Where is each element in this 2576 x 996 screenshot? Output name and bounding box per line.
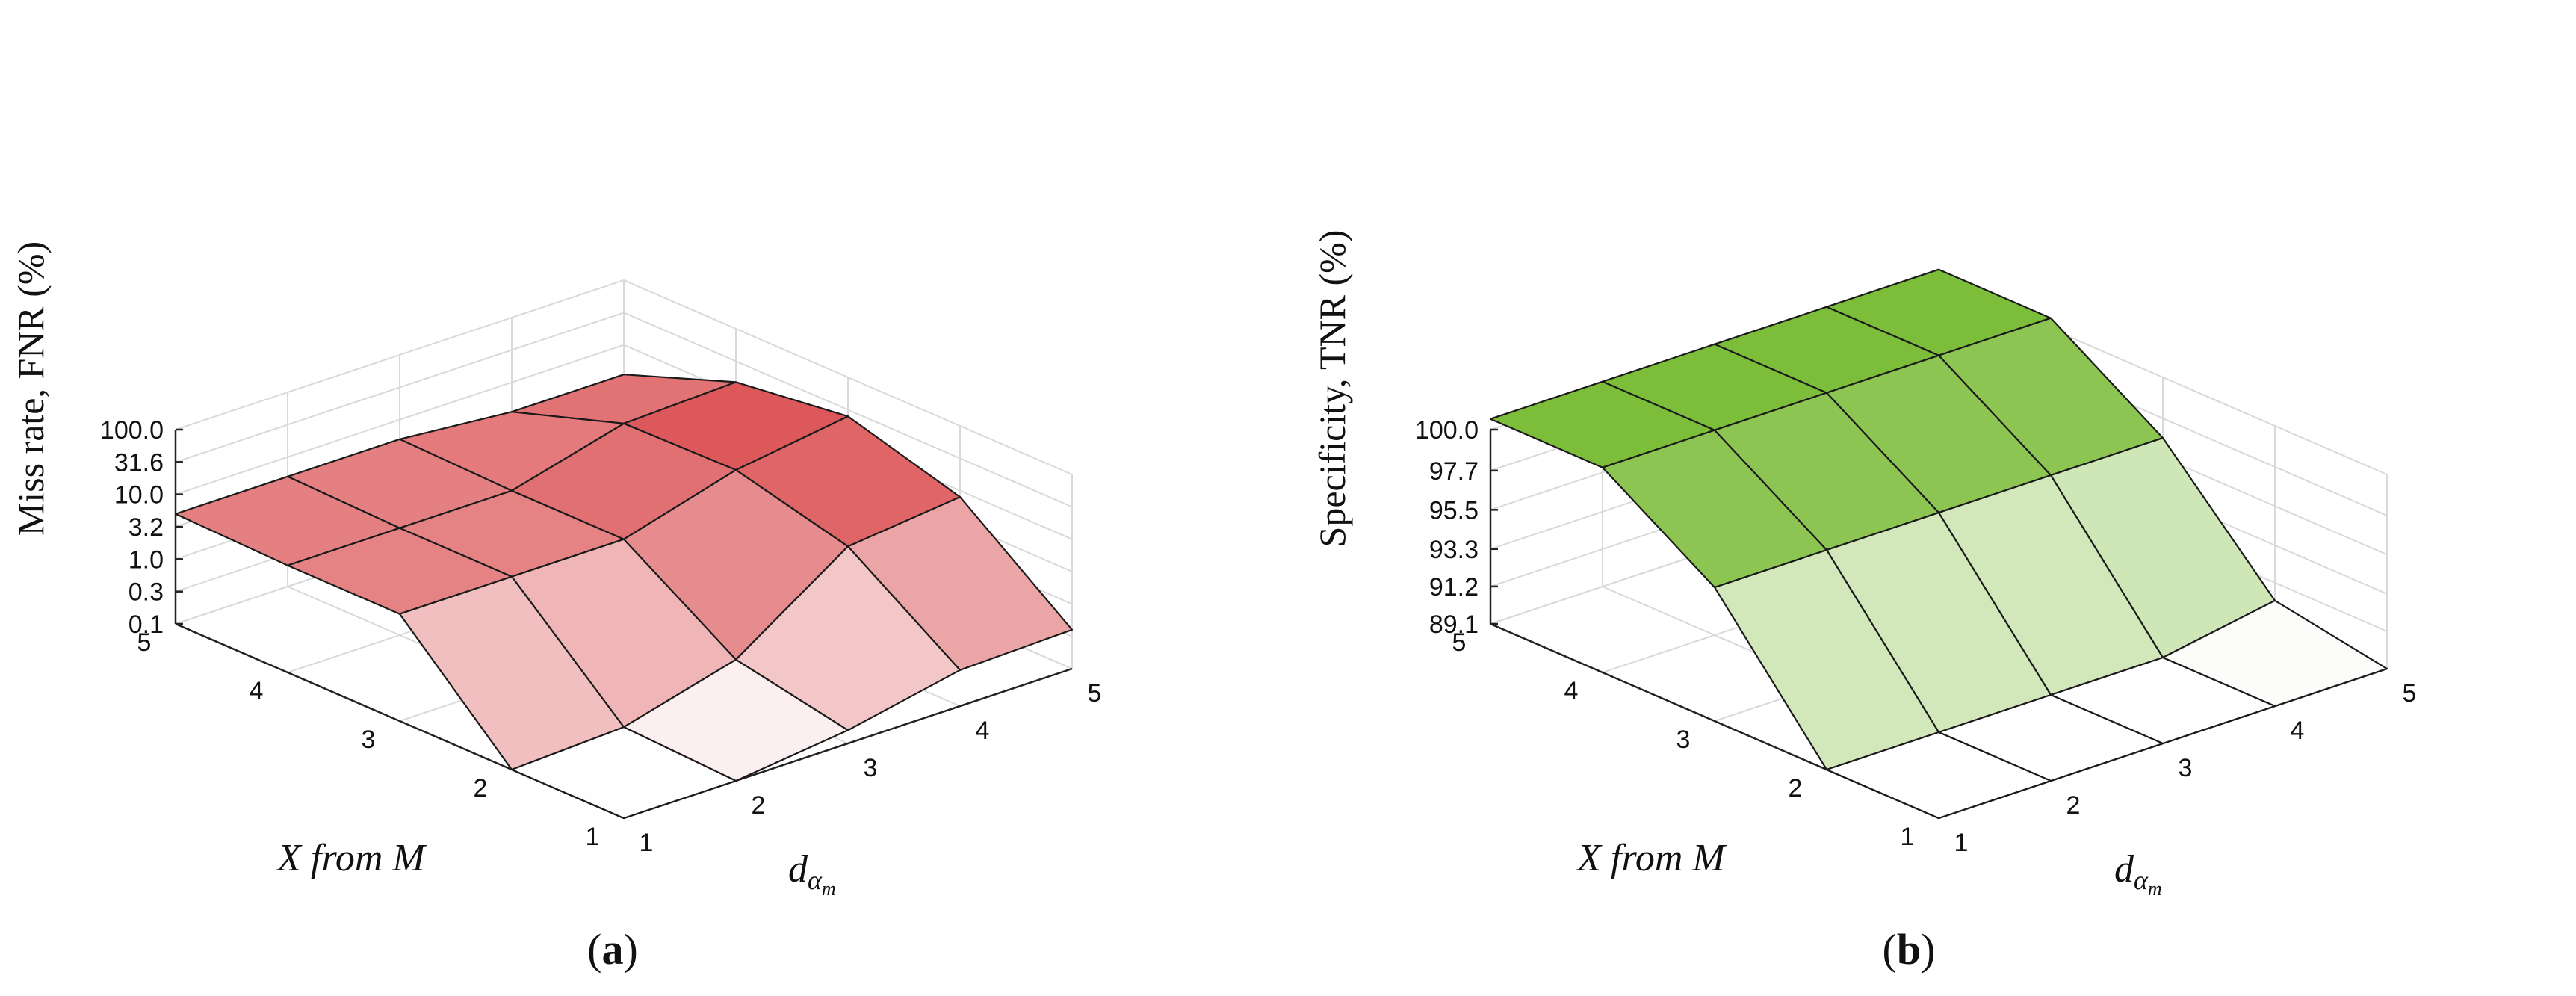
z-tick-label: 97.7 — [1429, 457, 1479, 486]
z-tick-label: 3.2 — [129, 513, 164, 542]
y-tick-label: 1 — [1954, 829, 1969, 857]
panel-b-specificity-chart: 89.1 91.2 93.3 95.5 97.7 100.0 1 2 3 4 5 1 2 3 4 5 Speci… — [1311, 230, 2416, 974]
z-axis-label: Miss rate, FNR (%) — [10, 241, 52, 536]
y-tick-label: 4 — [976, 717, 990, 745]
y-axis-label: dαm — [2114, 848, 2162, 900]
x-axis-label: X from M — [276, 837, 427, 879]
z-tick-label: 1.0 — [129, 545, 164, 574]
x-tick-label: 3 — [362, 726, 376, 754]
z-tick-label: 0.3 — [129, 578, 164, 607]
y-tick-label: 2 — [752, 791, 766, 820]
x-tick-label: 4 — [250, 677, 264, 705]
axes: 0.1 0.3 1.0 3.2 10.0 31.6 100.0 1 2 3 4 5 1 2 3 4 5 — [100, 416, 1102, 857]
z-tick-label: 91.2 — [1429, 573, 1479, 601]
panel-caption: (b) — [1883, 925, 1936, 974]
x-tick-label: 1 — [1901, 823, 1915, 851]
y-tick-label: 2 — [2066, 791, 2081, 820]
surface-facet — [1825, 731, 2052, 820]
z-tick-label: 93.3 — [1429, 536, 1479, 564]
y-tick-label: 3 — [864, 754, 878, 782]
x-tick-label: 3 — [1676, 726, 1691, 754]
y-tick-label: 5 — [1088, 679, 1102, 708]
y-tick-label: 1 — [640, 829, 654, 857]
y-tick-label: 3 — [2179, 754, 2193, 782]
surface — [174, 374, 1074, 820]
x-axis-label: X from M — [1576, 837, 1727, 879]
z-tick-label: 100.0 — [1415, 416, 1479, 445]
x-tick-label: 2 — [474, 774, 488, 802]
panel-caption: (a) — [587, 925, 638, 974]
panel-a-miss-rate-chart: 0.1 0.3 1.0 3.2 10.0 31.6 100.0 1 2 3 4 5 1 2 3 4 5 Miss … — [10, 241, 1101, 974]
z-tick-label: 10.0 — [114, 481, 164, 510]
y-tick-label: 5 — [2403, 679, 2417, 708]
x-tick-label: 5 — [137, 628, 152, 657]
z-tick-label: 95.5 — [1429, 496, 1479, 525]
z-tick-label: 0.1 — [129, 610, 164, 639]
z-tick-label: 100.0 — [100, 416, 164, 445]
surface-facet — [510, 726, 737, 820]
y-axis-label: dαm — [788, 848, 836, 900]
z-axis-label: Specificity, TNR (%) — [1311, 230, 1353, 548]
z-tick-label: 89.1 — [1429, 610, 1479, 639]
x-tick-label: 1 — [586, 823, 600, 851]
y-tick-label: 4 — [2291, 717, 2305, 745]
x-tick-label: 5 — [1452, 628, 1467, 657]
z-tick-label: 31.6 — [114, 448, 164, 477]
surface — [1489, 268, 2388, 820]
x-tick-label: 2 — [1789, 774, 1803, 802]
x-tick-label: 4 — [1564, 677, 1579, 705]
